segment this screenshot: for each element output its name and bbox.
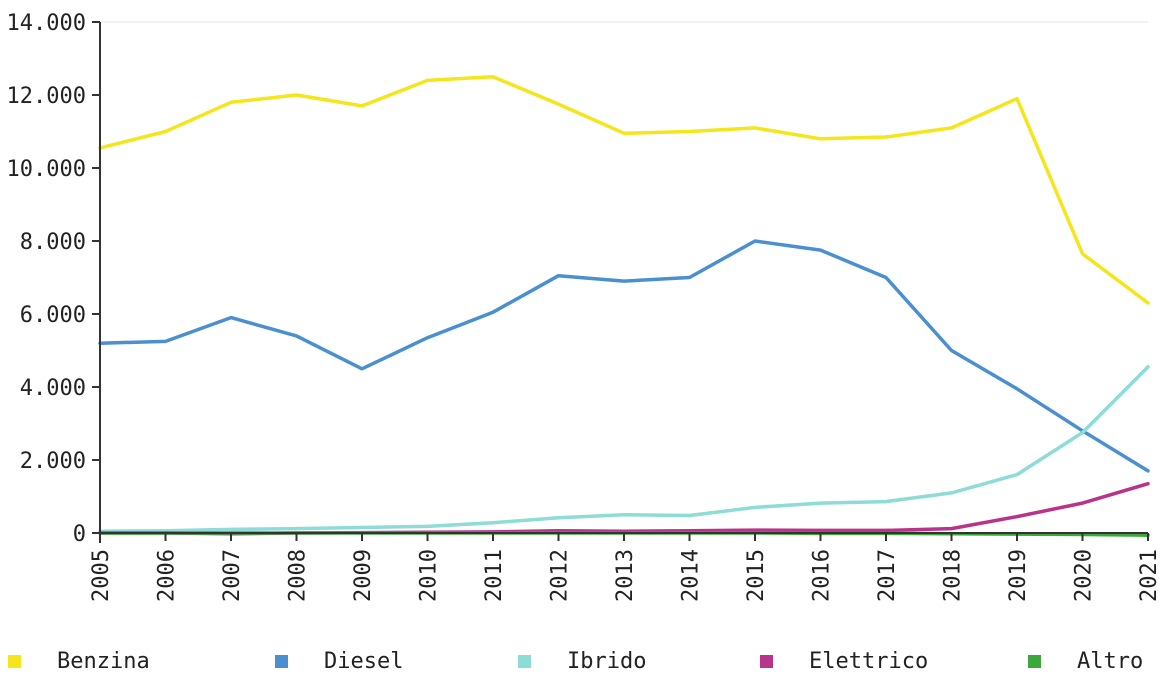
legend-swatch (1028, 654, 1041, 668)
series-lines (98, 75, 1150, 537)
legend-item-elettrico: Elettrico (760, 646, 928, 676)
legend-label: Elettrico (809, 648, 929, 674)
legend-item-benzina: Benzina (8, 646, 150, 676)
x-tick-label: 2006 (155, 549, 180, 602)
x-tick-label: 2008 (286, 549, 311, 602)
legend-swatch (275, 654, 288, 668)
legend-item-diesel: Diesel (275, 646, 403, 676)
legend-item-altro: Altro (1028, 646, 1143, 676)
legend-label: Benzina (57, 648, 150, 674)
axes: 0 2.000 4.000 6.000 8.000 10.000 12.000 14.000 2… (7, 11, 1162, 602)
x-tick-label: 2012 (548, 549, 573, 602)
x-tick-label: 2014 (679, 549, 704, 602)
legend-label: Altro (1077, 648, 1144, 674)
legend-label: Ibrido (567, 648, 647, 674)
legend: Benzina Diesel Ibrido Elettrico Altro (0, 640, 1164, 690)
x-tick-label: 2021 (1137, 549, 1162, 602)
legend-label: Diesel (324, 648, 404, 674)
series-line-diesel (98, 239, 1150, 473)
y-tick-label: 0 (73, 522, 86, 547)
x-tick-label: 2016 (810, 549, 835, 602)
y-tick-label: 10.000 (7, 157, 86, 182)
y-tick-label: 8.000 (20, 230, 86, 255)
series-line-benzina (98, 75, 1150, 305)
series-line-elettrico (98, 481, 1150, 536)
legend-swatch (760, 654, 773, 668)
x-tick-label: 2005 (89, 549, 114, 602)
x-tick-label: 2011 (482, 549, 507, 602)
y-tick-label: 14.000 (7, 11, 86, 36)
legend-item-ibrido: Ibrido (518, 646, 646, 676)
y-tick-label: 4.000 (20, 376, 86, 401)
line-chart: 0 2.000 4.000 6.000 8.000 10.000 12.000 14.000 2… (7, 11, 1162, 602)
x-tick-label: 2010 (417, 549, 442, 602)
x-tick-label: 2015 (744, 549, 769, 602)
x-tick-label: 2018 (941, 549, 966, 602)
y-tick-label: 6.000 (20, 303, 86, 328)
legend-swatch (8, 654, 21, 668)
x-tick-label: 2017 (875, 549, 900, 602)
x-tick-label: 2019 (1006, 549, 1031, 602)
legend-swatch (518, 654, 531, 668)
x-tick-label: 2020 (1072, 549, 1097, 602)
x-tick-label: 2013 (613, 549, 638, 602)
series-line-ibrido (98, 365, 1150, 533)
y-tick-label: 12.000 (7, 84, 86, 109)
x-tick-label: 2009 (351, 549, 376, 602)
x-tick-label: 2007 (220, 549, 245, 602)
y-tick-label: 2.000 (20, 449, 86, 474)
